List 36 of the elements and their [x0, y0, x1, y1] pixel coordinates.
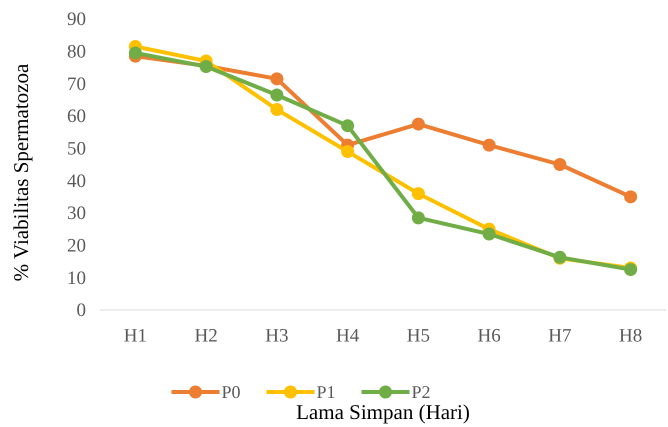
- point: [412, 118, 425, 131]
- point: [270, 103, 284, 116]
- x-tick-label: H2: [194, 325, 218, 346]
- point: [624, 190, 638, 204]
- y-tick-label: 20: [67, 235, 86, 256]
- y-tick-label: 0: [76, 300, 86, 322]
- point: [341, 119, 354, 132]
- y-tick-label: 50: [67, 138, 86, 160]
- point: [482, 138, 496, 152]
- point: [412, 187, 425, 200]
- y-axis-title: % Viabilitas Spermatozoa: [9, 63, 33, 282]
- x-axis-title: Lama Simpan (Hari): [296, 400, 470, 424]
- y-tick-label: 60: [67, 106, 86, 128]
- x-tick-label: H6: [478, 325, 501, 346]
- legend-label: P1: [316, 382, 336, 402]
- y-tick-label: 10: [67, 268, 86, 289]
- point: [482, 228, 496, 241]
- x-tick-label: H8: [619, 325, 642, 346]
- point: [341, 145, 354, 158]
- x-tick-label: H5: [406, 325, 430, 346]
- x-tick-label: H3: [265, 325, 288, 346]
- legend-label: P2: [412, 382, 431, 402]
- x-tick-label: H1: [124, 325, 147, 346]
- y-tick-label: 90: [67, 9, 86, 30]
- point: [270, 72, 284, 86]
- y-tick-label: 30: [67, 203, 86, 224]
- point: [553, 158, 566, 171]
- point: [128, 46, 142, 60]
- y-tick-label: 40: [67, 170, 86, 192]
- x-tick-label: H7: [548, 325, 572, 346]
- point: [412, 211, 425, 224]
- point: [270, 88, 284, 102]
- x-tick-label: H4: [336, 325, 360, 346]
- legend-label: P0: [222, 382, 241, 402]
- y-tick-label: 80: [67, 41, 86, 62]
- y-tick-label: 70: [67, 74, 86, 95]
